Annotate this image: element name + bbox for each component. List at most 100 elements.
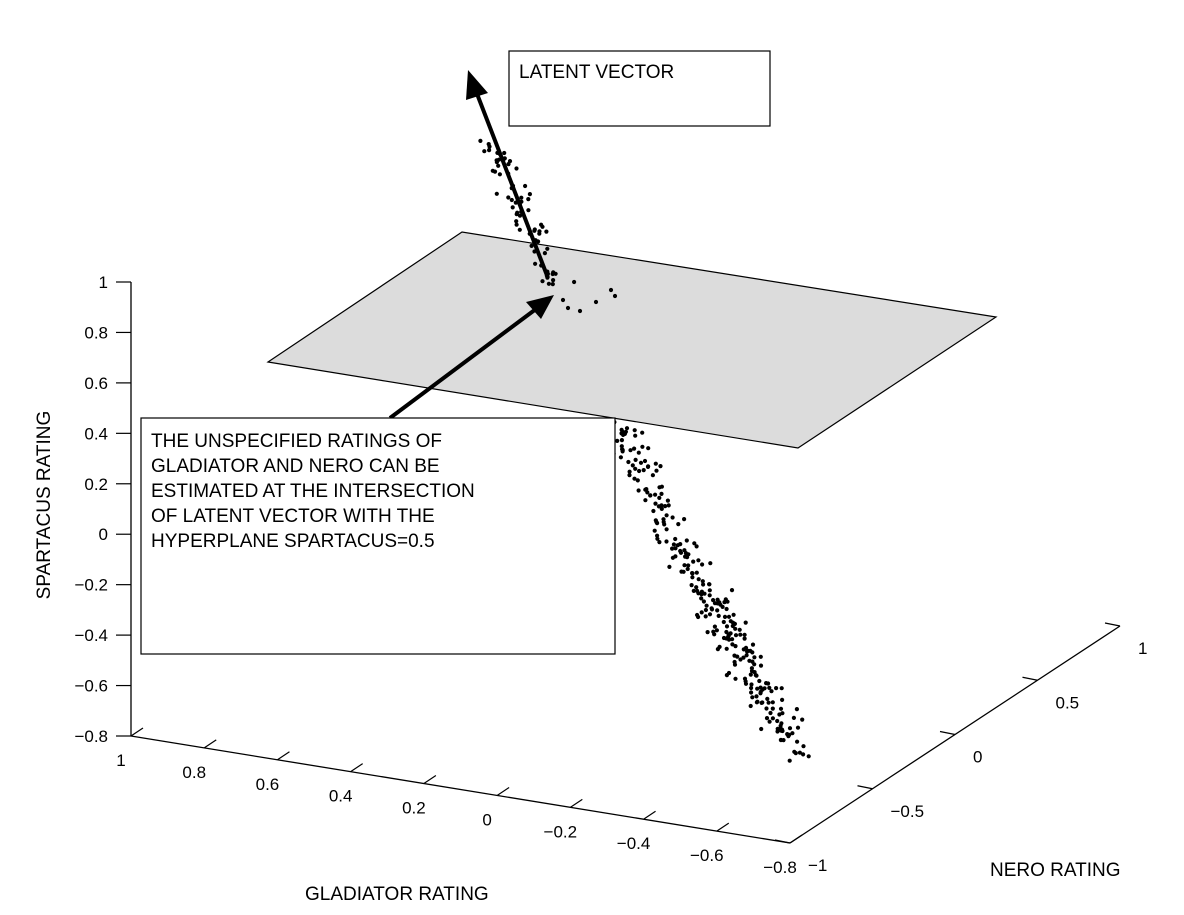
data-point	[664, 513, 669, 518]
data-point	[565, 305, 571, 311]
data-point	[708, 561, 713, 566]
data-point	[754, 694, 759, 699]
data-point	[683, 554, 688, 559]
data-point	[699, 589, 705, 594]
data-point	[655, 533, 660, 538]
data-point	[506, 162, 511, 167]
data-point	[716, 613, 721, 619]
data-point	[620, 447, 625, 452]
data-point	[749, 668, 755, 674]
data-point	[725, 599, 730, 604]
data-point	[645, 490, 650, 495]
data-point	[733, 633, 739, 638]
data-point	[633, 457, 638, 462]
data-point	[519, 195, 524, 200]
data-point	[769, 689, 774, 694]
data-point	[686, 552, 691, 557]
data-point	[642, 458, 648, 464]
data-point	[764, 706, 769, 711]
data-point	[526, 197, 531, 202]
data-point	[682, 563, 687, 568]
data-point	[618, 455, 624, 460]
x-tick-label-minus-0-6: −0.6	[690, 846, 724, 865]
data-point	[733, 644, 738, 649]
data-point	[724, 646, 729, 651]
x-tick-label-0-6: 0.6	[256, 775, 280, 794]
x-tick-1	[130, 727, 144, 737]
data-point	[707, 588, 712, 593]
data-point	[745, 649, 750, 654]
data-point	[730, 642, 735, 647]
data-point	[774, 686, 779, 691]
data-point	[550, 271, 555, 277]
data-point	[724, 673, 730, 678]
data-point	[787, 758, 792, 763]
data-point	[724, 606, 729, 612]
data-point	[732, 653, 737, 658]
intersection-note-line-2: GLADIATOR AND NERO CAN BE	[151, 456, 440, 477]
intersection-note-line-4: OF LATENT VECTOR WITH THE	[151, 506, 435, 527]
data-point	[726, 637, 732, 642]
data-point	[758, 654, 763, 659]
data-point	[750, 695, 755, 700]
x-tick-0-8	[203, 739, 217, 749]
data-point	[696, 577, 701, 582]
y-tick-0-5	[1022, 676, 1038, 681]
data-point	[779, 721, 784, 726]
intersection-note-line-1: THE UNSPECIFIED RATINGS OF	[151, 431, 442, 452]
data-point	[546, 281, 552, 286]
data-point	[705, 630, 710, 635]
y-axis-ticks: −1 −0.5 0 0.5 1	[774, 622, 1147, 875]
data-point	[733, 676, 738, 681]
data-point	[673, 546, 678, 551]
data-point	[517, 227, 522, 232]
data-point	[654, 468, 659, 473]
data-point	[648, 493, 653, 498]
data-point	[514, 219, 519, 224]
data-point	[650, 473, 656, 478]
data-point	[545, 246, 550, 251]
data-point	[626, 459, 631, 465]
data-point	[701, 599, 707, 604]
data-point	[664, 539, 669, 544]
x-tick-minus-0-4	[643, 810, 656, 820]
intersection-note-line-3: ESTIMATED AT THE INTERSECTION	[151, 481, 475, 502]
data-point	[726, 633, 731, 638]
data-point	[765, 696, 770, 702]
x-tick-0	[496, 786, 510, 796]
data-point	[640, 430, 645, 435]
data-point	[750, 642, 756, 647]
data-point	[717, 644, 722, 650]
data-point	[494, 160, 499, 165]
data-point	[670, 515, 675, 520]
data-point	[690, 571, 695, 576]
data-point	[795, 739, 800, 744]
data-point	[544, 229, 549, 234]
data-point	[764, 716, 770, 721]
data-point	[732, 621, 738, 627]
data-point	[497, 172, 502, 177]
data-point	[678, 548, 683, 554]
y-tick-label-minus-0-5: −0.5	[891, 802, 925, 821]
z-tick-label-0-8: 0.8	[84, 323, 108, 342]
data-point	[510, 205, 515, 210]
hyperplane-spartacus-0-5	[266, 231, 998, 449]
data-point	[720, 604, 725, 610]
latent-vector-arrowhead	[466, 70, 488, 100]
data-point	[482, 149, 487, 154]
data-point	[748, 672, 753, 677]
data-point	[657, 540, 662, 545]
data-point	[721, 635, 727, 641]
data-point	[755, 699, 760, 704]
data-point	[743, 679, 748, 684]
data-point	[657, 495, 662, 500]
data-point	[749, 685, 754, 691]
z-tick-label-minus-0-2: −0.2	[74, 576, 108, 595]
data-point	[800, 717, 805, 722]
data-point	[749, 690, 754, 695]
z-tick-label-1: 1	[99, 273, 108, 292]
data-point	[721, 619, 726, 625]
data-point	[768, 710, 773, 716]
data-point	[514, 166, 519, 171]
data-point	[700, 562, 705, 567]
